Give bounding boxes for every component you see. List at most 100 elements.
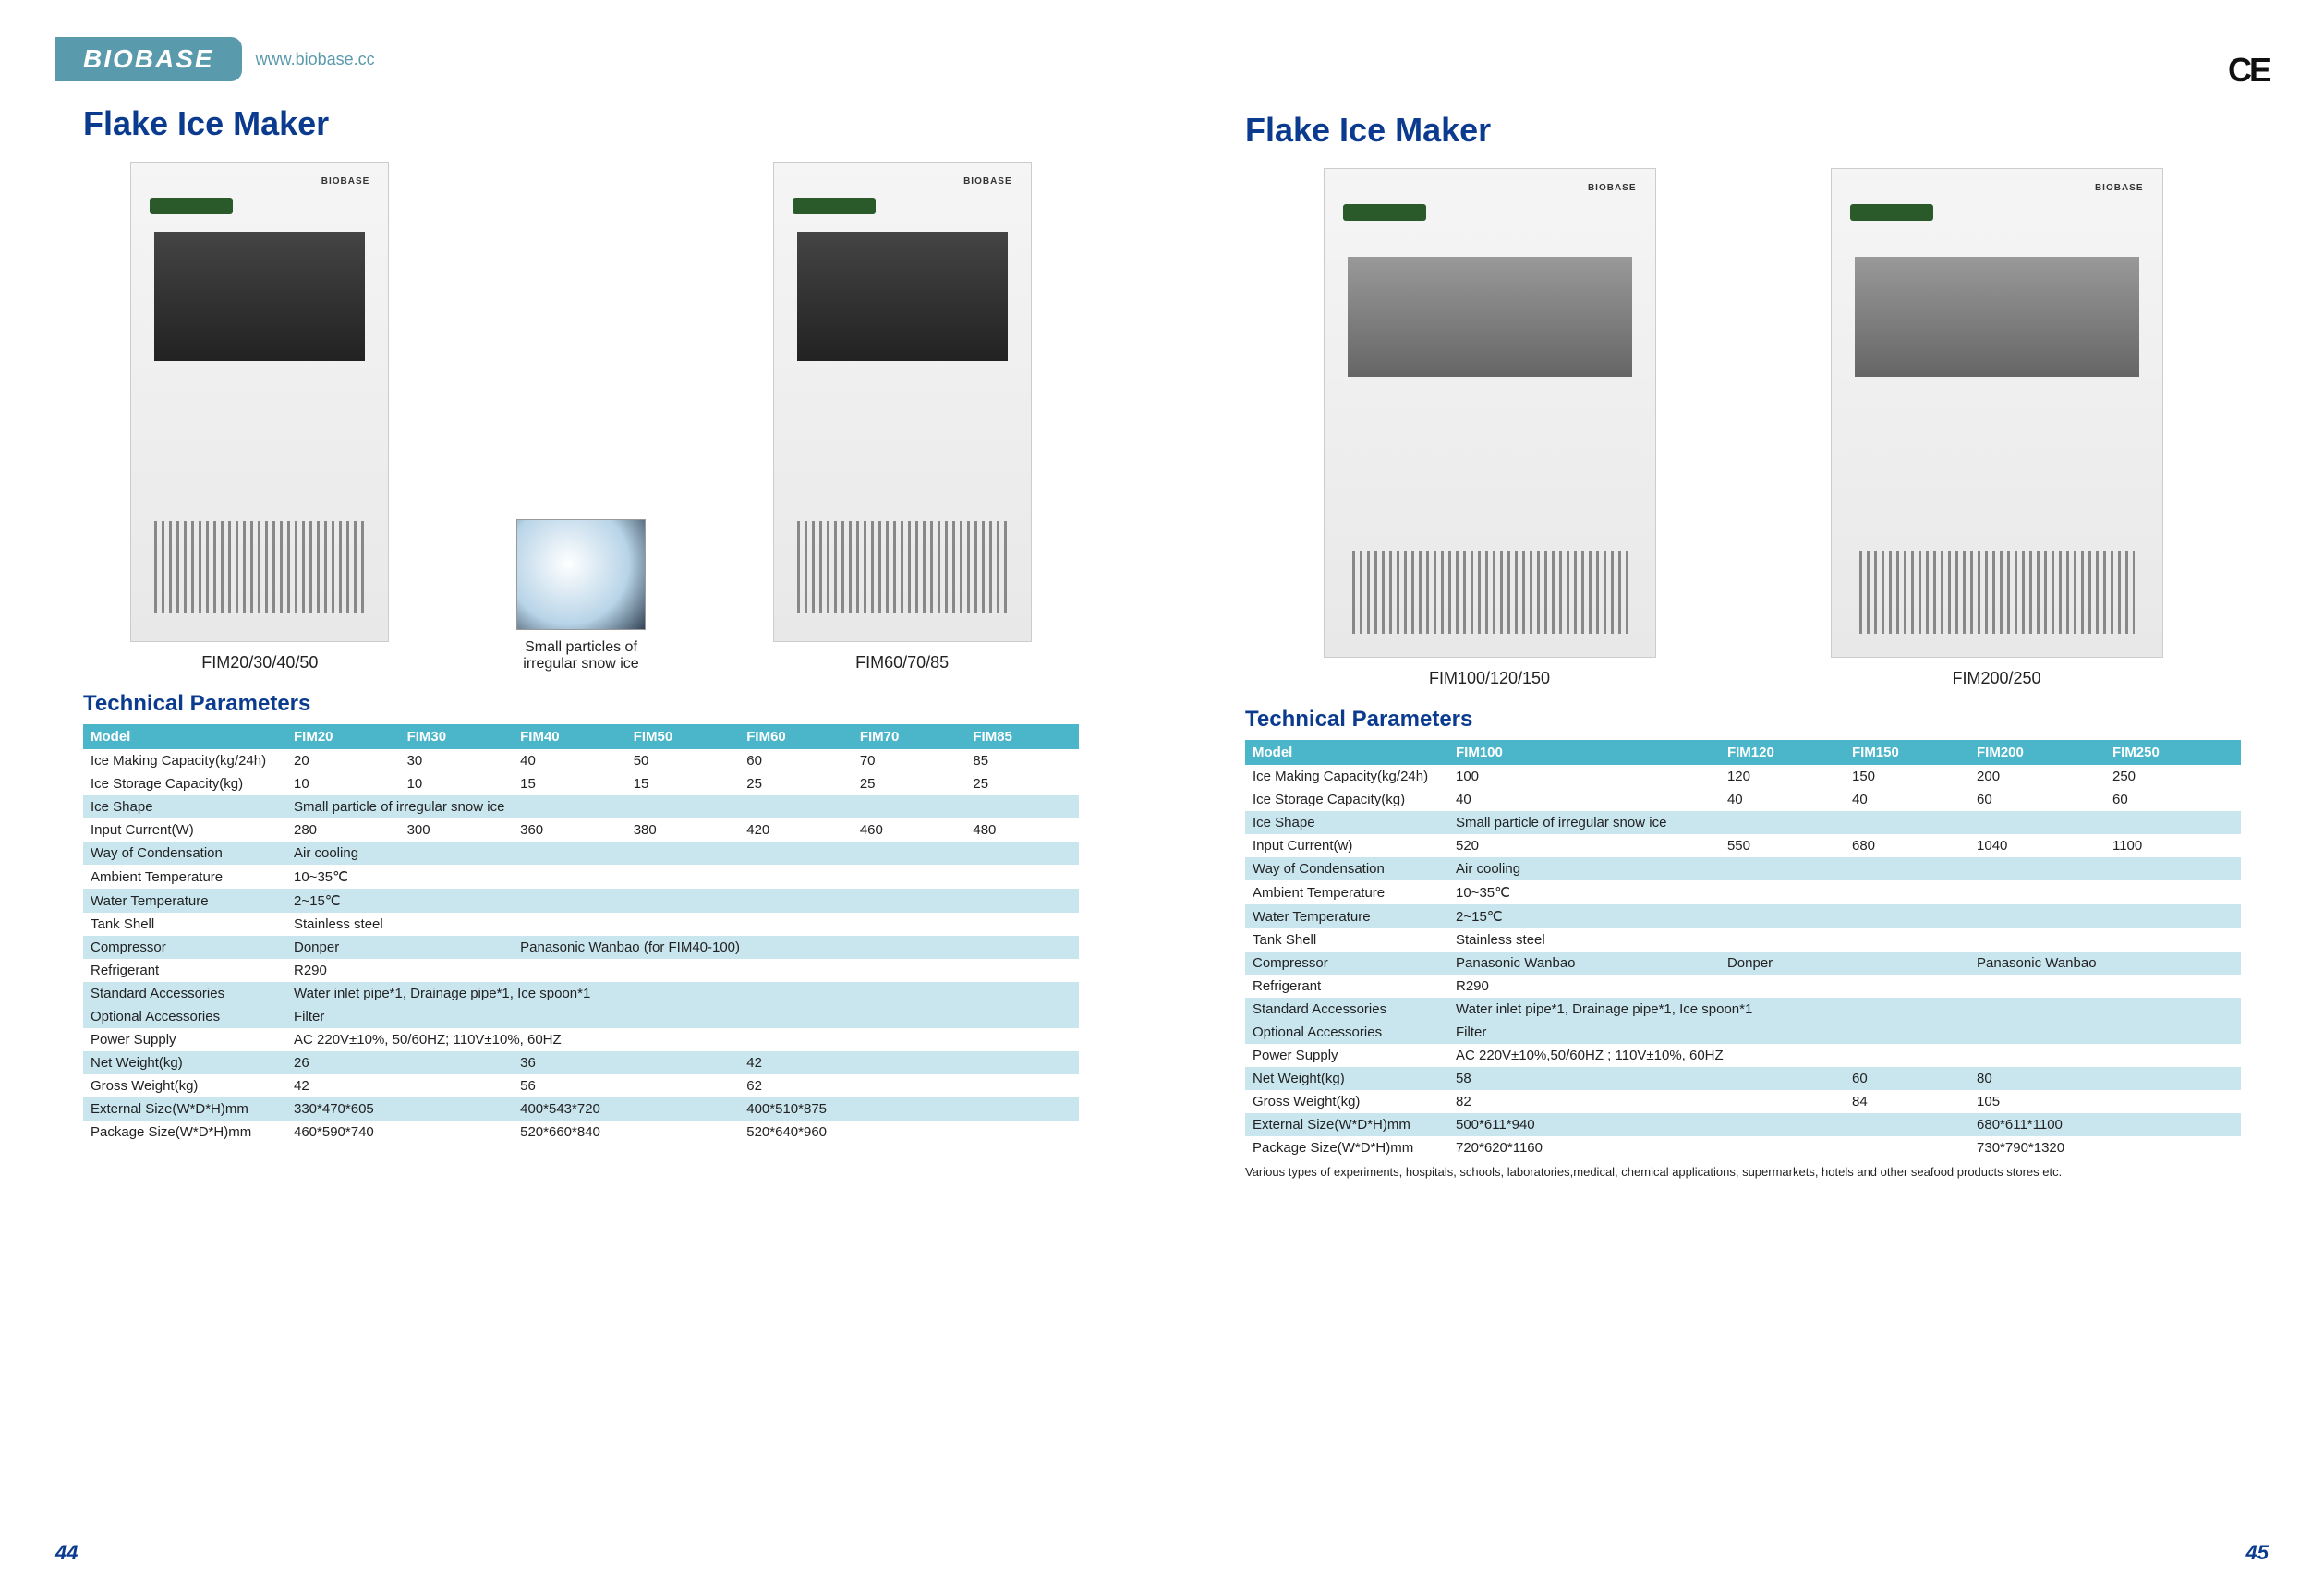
table-cell: Small particle of irregular snow ice — [286, 795, 1079, 818]
table-row-label: External Size(W*D*H)mm — [83, 1097, 286, 1121]
table-cell: 730*790*1320 — [1969, 1136, 2241, 1159]
machine-panel — [1850, 204, 1933, 221]
table-cell: 460*590*740 — [286, 1121, 513, 1144]
table-row-label: Power Supply — [83, 1028, 286, 1051]
section-heading: Technical Parameters — [83, 691, 1079, 717]
machine-brand: BIOBASE — [1588, 183, 1637, 193]
table-cell: 10 — [286, 772, 400, 795]
table-row-label: Ambient Temperature — [1245, 880, 1448, 904]
table-cell: 680*611*1100 — [1969, 1113, 2241, 1136]
table-row-label: Ice Shape — [1245, 811, 1448, 834]
table-cell: 85 — [965, 749, 1079, 772]
table-header: FIM50 — [626, 724, 740, 749]
website-url: www.biobase.cc — [256, 50, 375, 69]
table-cell: Water inlet pipe*1, Drainage pipe*1, Ice… — [1448, 998, 2241, 1021]
table-row-label: Standard Accessories — [83, 982, 286, 1005]
table-row-label: Tank Shell — [83, 913, 286, 936]
table-header: FIM20 — [286, 724, 400, 749]
table-cell: 40 — [513, 749, 626, 772]
table-row-label: Input Current(W) — [83, 818, 286, 842]
table-header: FIM60 — [739, 724, 853, 749]
spec-table-left: ModelFIM20FIM30FIM40FIM50FIM60FIM70FIM85… — [83, 724, 1079, 1144]
product-label: FIM20/30/40/50 — [201, 653, 318, 673]
page-title: Flake Ice Maker — [83, 104, 1107, 143]
table-cell: 10~35℃ — [1448, 880, 2241, 904]
table-cell: 2~15℃ — [1448, 904, 2241, 928]
table-cell: 100 — [1448, 765, 1720, 788]
ice-image — [516, 519, 646, 630]
product-1: BIOBASE FIM20/30/40/50 — [130, 162, 389, 673]
ice-sample: Small particles of irregular snow ice — [502, 519, 660, 673]
product-label: FIM200/250 — [1952, 669, 2040, 688]
table-cell: R290 — [286, 959, 1079, 982]
product-2: BIOBASE FIM200/250 — [1831, 168, 2163, 688]
table-row-label: External Size(W*D*H)mm — [1245, 1113, 1448, 1136]
table-cell: 150 — [1845, 765, 1969, 788]
table-row-label: Ice Shape — [83, 795, 286, 818]
product-2: BIOBASE FIM60/70/85 — [773, 162, 1032, 673]
table-cell: Donper — [1720, 952, 1969, 975]
machine-brand: BIOBASE — [321, 176, 370, 187]
table-cell: 400*543*720 — [513, 1097, 739, 1121]
machine-panel — [1343, 204, 1426, 221]
table-row-label: Gross Weight(kg) — [1245, 1090, 1448, 1113]
table-row-label: Ice Making Capacity(kg/24h) — [83, 749, 286, 772]
table-cell: Air cooling — [286, 842, 1079, 865]
table-cell: Panasonic Wanbao — [1448, 952, 1720, 975]
table-cell: 550 — [1720, 834, 1845, 857]
table-header: FIM200 — [1969, 740, 2105, 765]
table-cell: 36 — [513, 1051, 739, 1074]
page-number: 45 — [2246, 1541, 2269, 1565]
table-cell: 680 — [1845, 834, 1969, 857]
table-row-label: Way of Condensation — [83, 842, 286, 865]
machine-opening — [797, 232, 1008, 361]
product-1: BIOBASE FIM100/120/150 — [1324, 168, 1656, 688]
table-row-label: Refrigerant — [1245, 975, 1448, 998]
machine-opening — [1348, 257, 1632, 377]
table-cell: 62 — [739, 1074, 1079, 1097]
page-number: 44 — [55, 1541, 78, 1565]
table-cell: 40 — [1720, 788, 1845, 811]
table-row-label: Way of Condensation — [1245, 857, 1448, 880]
table-cell: Stainless steel — [1448, 928, 2241, 952]
table-row-label: Refrigerant — [83, 959, 286, 982]
table-cell: 80 — [1969, 1067, 2241, 1090]
table-cell: 42 — [739, 1051, 1079, 1074]
machine-brand: BIOBASE — [2095, 183, 2144, 193]
table-cell: 15 — [626, 772, 740, 795]
table-cell: 120 — [1720, 765, 1845, 788]
table-cell: Small particle of irregular snow ice — [1448, 811, 2241, 834]
table-cell: Air cooling — [1448, 857, 2241, 880]
table-cell: Panasonic Wanbao — [1969, 952, 2241, 975]
table-cell: 1040 — [1969, 834, 2105, 857]
table-row-label: Water Temperature — [83, 889, 286, 913]
table-cell: AC 220V±10%,50/60HZ ; 110V±10%, 60HZ — [1448, 1044, 2241, 1067]
table-cell: 50 — [626, 749, 740, 772]
table-row-label: Ice Making Capacity(kg/24h) — [1245, 765, 1448, 788]
table-cell: Panasonic Wanbao (for FIM40-100) — [513, 936, 1079, 959]
table-cell: 200 — [1969, 765, 2105, 788]
table-row-label: Water Temperature — [1245, 904, 1448, 928]
table-cell: 720*620*1160 — [1448, 1136, 1969, 1159]
table-cell: 60 — [739, 749, 853, 772]
table-cell: 82 — [1448, 1090, 1845, 1113]
table-cell: 56 — [513, 1074, 739, 1097]
table-row-label: Tank Shell — [1245, 928, 1448, 952]
table-cell: 20 — [286, 749, 400, 772]
table-row-label: Compressor — [1245, 952, 1448, 975]
table-row-label: Ice Storage Capacity(kg) — [83, 772, 286, 795]
table-cell: 360 — [513, 818, 626, 842]
table-cell: 105 — [1969, 1090, 2241, 1113]
table-row-label: Input Current(w) — [1245, 834, 1448, 857]
table-cell: 520 — [1448, 834, 1720, 857]
table-row-label: Power Supply — [1245, 1044, 1448, 1067]
table-header: Model — [83, 724, 286, 749]
table-cell: 25 — [739, 772, 853, 795]
product-row: BIOBASE FIM20/30/40/50 Small particles o… — [83, 162, 1079, 673]
section-heading: Technical Parameters — [1245, 707, 2241, 733]
table-cell: 10~35℃ — [286, 865, 1079, 889]
table-cell: 70 — [853, 749, 966, 772]
table-cell: 25 — [965, 772, 1079, 795]
machine-vent — [154, 521, 365, 613]
table-header: FIM70 — [853, 724, 966, 749]
